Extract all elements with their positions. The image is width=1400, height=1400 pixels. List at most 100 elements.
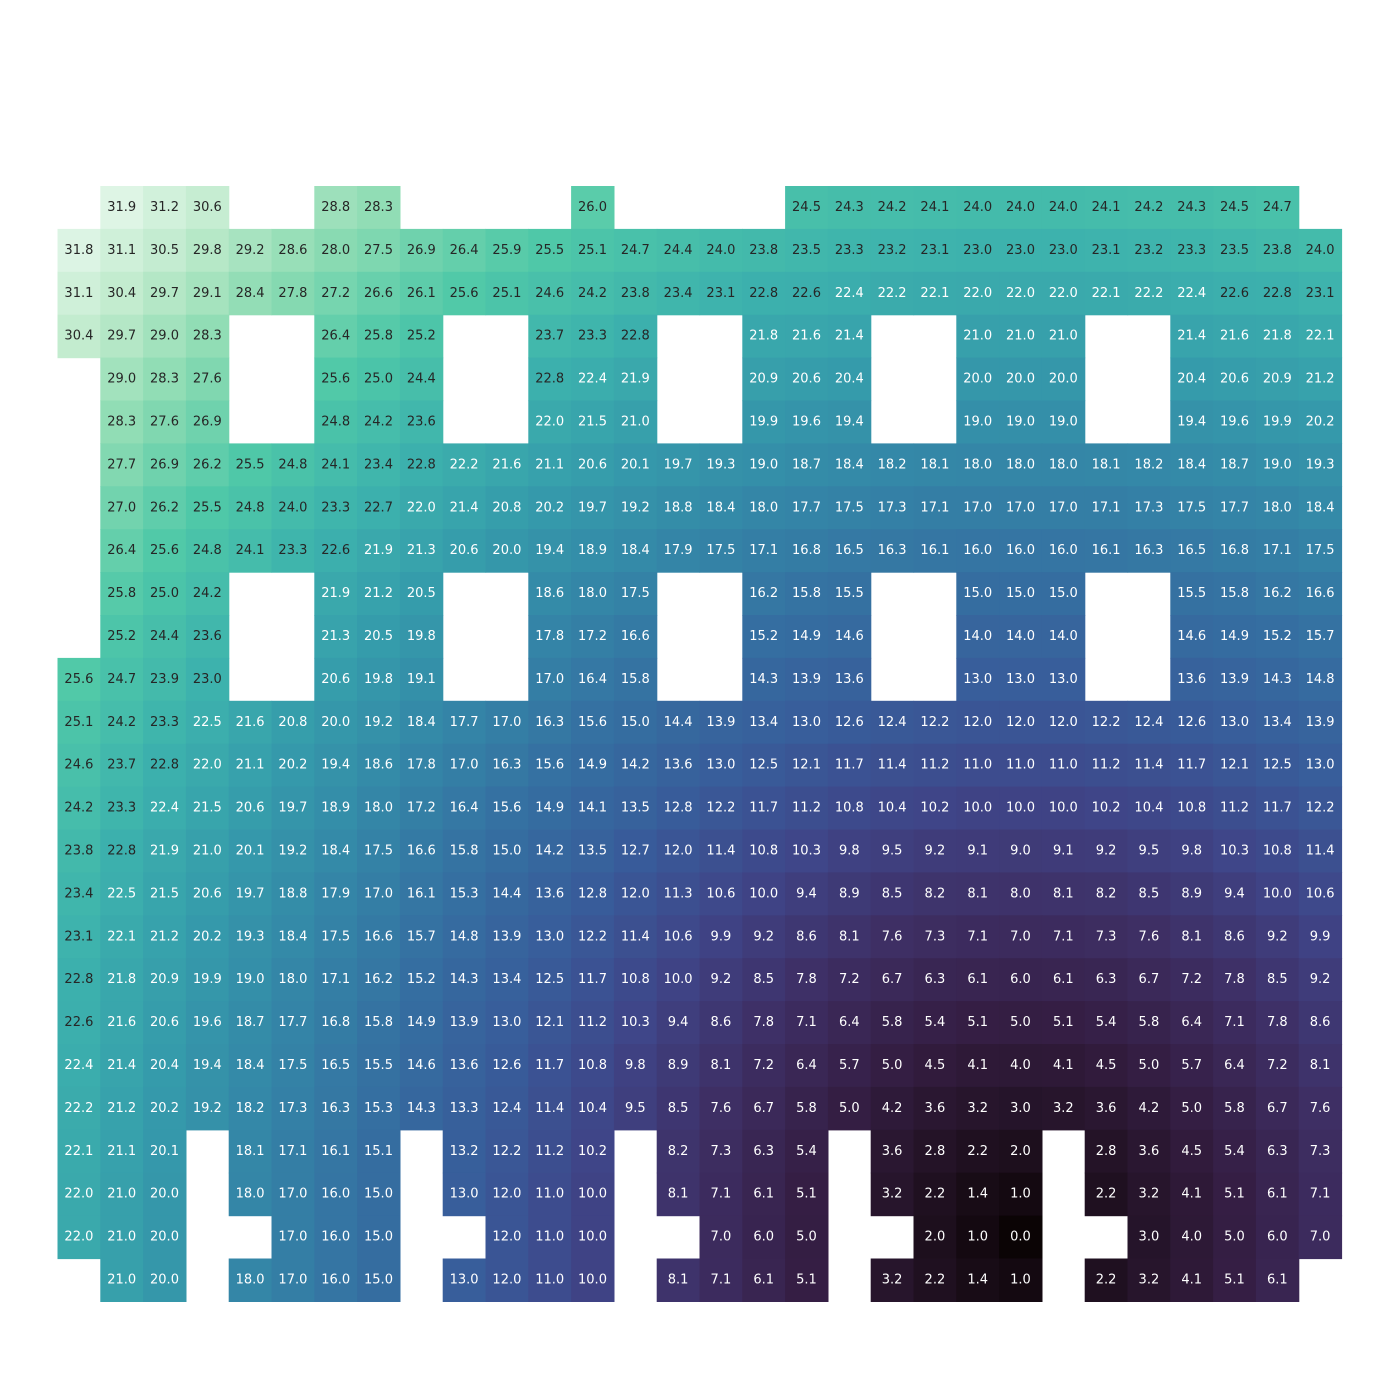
heatmap-cell-label: 9.2 <box>1267 929 1288 944</box>
heatmap-cell-label: 12.0 <box>492 1187 521 1202</box>
heatmap-cell-label: 8.5 <box>668 1101 689 1116</box>
heatmap-cell <box>571 1129 615 1174</box>
heatmap-cell <box>1255 1258 1300 1302</box>
heatmap-cell <box>1170 486 1214 530</box>
heatmap-cell-label: 5.8 <box>1139 1015 1160 1030</box>
heatmap-cell <box>1041 615 1086 659</box>
heatmap-cell-label: 15.8 <box>1220 586 1249 601</box>
heatmap-cell-label: 10.4 <box>878 801 907 816</box>
heatmap-cell-label: 22.6 <box>1220 286 1249 301</box>
heatmap-cell-label: 26.0 <box>578 200 607 215</box>
heatmap-cell-label: 8.1 <box>839 929 860 944</box>
heatmap-cell-label: 24.1 <box>920 200 949 215</box>
heatmap-cell-label: 14.6 <box>1177 629 1206 644</box>
heatmap-cell-label: 11.0 <box>963 758 992 773</box>
heatmap-cell-label: 10.0 <box>963 801 992 816</box>
heatmap-cell-label: 22.5 <box>107 886 136 901</box>
heatmap-cell-label: 4.0 <box>1181 1230 1202 1245</box>
heatmap-cell <box>399 1044 444 1088</box>
heatmap-cell-label: 6.3 <box>1096 972 1117 987</box>
heatmap-cell-label: 17.5 <box>1177 500 1206 515</box>
heatmap-cell <box>613 1086 658 1131</box>
heatmap-cell <box>1255 829 1300 873</box>
heatmap-cell <box>1213 1172 1257 1217</box>
heatmap-cell-label: 25.6 <box>450 286 479 301</box>
heatmap-cell <box>699 700 743 745</box>
heatmap-cell <box>1255 872 1300 916</box>
heatmap-cell <box>399 271 444 316</box>
heatmap-cell <box>485 486 529 530</box>
heatmap-cell <box>785 572 829 616</box>
heatmap-cell-label: 16.0 <box>1006 543 1035 558</box>
heatmap-cell <box>143 271 187 316</box>
heatmap-cell <box>357 1001 401 1045</box>
heatmap-cell <box>357 786 401 831</box>
heatmap-cell-label: 7.0 <box>1310 1230 1331 1245</box>
heatmap-cell-label: 22.8 <box>150 758 179 773</box>
heatmap-cell-label: 5.0 <box>839 1101 860 1116</box>
heatmap-cell-label: 12.5 <box>749 758 778 773</box>
heatmap-cell <box>399 314 444 359</box>
heatmap-cell-label: 20.9 <box>1263 372 1292 387</box>
heatmap-cell <box>57 314 101 359</box>
heatmap-cell <box>357 915 401 959</box>
heatmap-cell-label: 18.8 <box>278 886 307 901</box>
heatmap-cell <box>143 486 187 530</box>
heatmap-cell-label: 28.0 <box>321 243 350 258</box>
heatmap-cell <box>742 1044 786 1088</box>
heatmap-cell <box>1127 743 1171 788</box>
heatmap-cell <box>271 958 315 1002</box>
heatmap-cell <box>571 1172 615 1217</box>
heatmap-cell <box>699 958 743 1002</box>
heatmap-cell-label: 17.0 <box>1006 500 1035 515</box>
heatmap-cell <box>571 443 615 487</box>
heatmap-cell-label: 16.4 <box>450 801 479 816</box>
heatmap-cell <box>228 829 273 873</box>
heatmap-cell-label: 12.0 <box>1049 715 1078 730</box>
heatmap-cell <box>913 958 957 1002</box>
heatmap-cell <box>185 1086 230 1131</box>
heatmap-cell-label: 11.7 <box>1263 801 1292 816</box>
heatmap-cell <box>100 915 144 959</box>
heatmap-cell-label: 25.5 <box>535 243 564 258</box>
heatmap-cell-label: 21.0 <box>193 843 222 858</box>
heatmap-cell-label: 7.1 <box>1224 1015 1245 1030</box>
heatmap-cell <box>1255 1001 1300 1045</box>
heatmap-cell-label: 5.0 <box>1010 1015 1031 1030</box>
heatmap-cell-label: 25.6 <box>150 543 179 558</box>
heatmap-cell-label: 25.9 <box>492 243 521 258</box>
heatmap-cell-label: 17.1 <box>278 1144 307 1159</box>
heatmap-cell <box>57 1086 101 1131</box>
heatmap-cell <box>399 486 444 530</box>
heatmap-cell-label: 16.3 <box>492 758 521 773</box>
heatmap-cell-label: 11.2 <box>792 801 821 816</box>
heatmap-cell <box>100 829 144 873</box>
heatmap-cell <box>1041 657 1086 702</box>
heatmap-cell-label: 7.3 <box>1310 1144 1331 1159</box>
heatmap-cell-label: 5.0 <box>1181 1101 1202 1116</box>
heatmap-cell <box>1127 529 1171 573</box>
heatmap-cell-label: 21.4 <box>835 329 864 344</box>
heatmap-cell <box>57 958 101 1002</box>
heatmap-cell-label: 18.1 <box>920 457 949 472</box>
heatmap-cells <box>57 186 1343 1302</box>
heatmap-cell-label: 22.4 <box>578 372 607 387</box>
heatmap-cell <box>913 915 957 959</box>
heatmap-cell-label: 24.0 <box>706 243 735 258</box>
heatmap-cell <box>271 1172 315 1217</box>
heatmap-cell <box>656 1001 701 1045</box>
heatmap-cell-label: 5.4 <box>1096 1015 1117 1030</box>
heatmap-cell-label: 2.0 <box>925 1230 946 1245</box>
heatmap-cell <box>1041 743 1086 788</box>
heatmap-cell <box>1298 786 1343 831</box>
heatmap-cell <box>1255 1044 1300 1088</box>
heatmap-cell <box>656 529 701 573</box>
heatmap-cell-label: 18.0 <box>578 586 607 601</box>
heatmap-cell-label: 24.7 <box>107 672 136 687</box>
heatmap-cell-label: 24.3 <box>1177 200 1206 215</box>
heatmap-cell-label: 13.0 <box>535 929 564 944</box>
heatmap-cell-label: 18.0 <box>278 972 307 987</box>
heatmap-cell-label: 19.7 <box>278 801 307 816</box>
heatmap-cell <box>999 1044 1043 1088</box>
heatmap-cell <box>699 743 743 788</box>
